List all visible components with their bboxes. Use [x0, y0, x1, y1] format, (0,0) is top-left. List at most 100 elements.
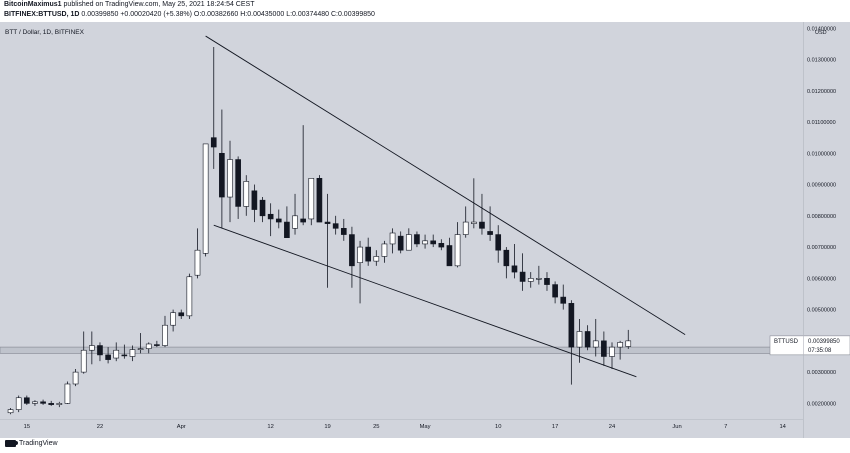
candle [105, 347, 111, 364]
candle [397, 231, 404, 254]
candle [503, 247, 510, 279]
candle [568, 300, 575, 385]
time-tick-label: Apr [177, 424, 186, 430]
open-value: O:0.00382660 [193, 11, 239, 18]
candle [592, 318, 599, 357]
candle [544, 272, 550, 291]
candle [243, 175, 250, 216]
candle [56, 401, 63, 408]
candle-body-down [178, 312, 185, 317]
candle [235, 156, 241, 219]
candle-body-down [584, 331, 591, 348]
candle [219, 109, 225, 229]
chart-footer: TradingView [0, 438, 850, 453]
tradingview-logo[interactable]: TradingView [5, 440, 58, 447]
chart-area[interactable]: 0.01400000 0.01300000 0.01200000 0.01100000… [0, 22, 850, 438]
candle [519, 253, 526, 291]
candle-body-down [552, 284, 558, 298]
candle [170, 309, 176, 332]
candle-body-down [568, 303, 575, 348]
candle [24, 395, 30, 405]
candle-body-down [601, 340, 607, 357]
close-value: C:0.00399850 [330, 11, 375, 18]
candle [357, 240, 363, 304]
candle [430, 234, 437, 248]
candle-body-down [300, 218, 306, 223]
candle-body-up [89, 345, 95, 351]
candle [259, 197, 266, 223]
candle-body-down [105, 354, 111, 360]
candle-body-up [129, 349, 136, 357]
candle-body-up [592, 340, 599, 348]
last-price-symbol: BTTUSD [774, 339, 799, 345]
bar-countdown: 07:35:08 [808, 348, 832, 354]
candle-body-up [194, 249, 201, 276]
candle [332, 215, 339, 235]
time-tick-label: Jun [672, 424, 681, 430]
time-tick-label: 12 [267, 424, 273, 430]
candle-body-down [251, 190, 258, 210]
candle [97, 342, 103, 362]
candle-body-down [284, 221, 290, 238]
candle-body-up [462, 221, 469, 235]
candle-body-up [471, 221, 477, 224]
candle [145, 342, 152, 354]
candle [202, 143, 209, 257]
candle [113, 342, 120, 362]
trendlines-layer [205, 35, 686, 378]
candle [625, 329, 632, 349]
price-axis-background [803, 22, 850, 438]
time-axis-background [0, 419, 803, 438]
candle [308, 177, 315, 226]
last-price-value: 0.00399850 [808, 339, 840, 345]
candle-body-up [145, 343, 152, 349]
time-tick-label: 15 [24, 424, 30, 430]
candle-body-up [308, 177, 315, 220]
candle [365, 237, 371, 266]
candle-body-up [64, 383, 71, 404]
currency-label: USD [815, 30, 827, 36]
candle [495, 225, 502, 263]
candle [576, 318, 583, 363]
candle [32, 400, 38, 406]
price-tick-label: 0.00700000 [807, 245, 836, 251]
price-tick-label: 0.01100000 [807, 120, 836, 126]
candle-body-up [32, 401, 38, 404]
candle [446, 237, 453, 267]
time-tick-label: 24 [609, 424, 616, 430]
candle-body-down [259, 199, 266, 217]
candle [137, 333, 144, 354]
candle-body-down [97, 345, 103, 356]
candle-body-up [454, 234, 461, 267]
candle [121, 344, 128, 359]
publish-info: BitcoinMaximus1 published on TradingView… [4, 1, 254, 8]
candle-body-up [625, 340, 632, 347]
candle [292, 193, 298, 235]
candle [275, 209, 282, 229]
candle [40, 399, 46, 405]
candle [454, 222, 461, 268]
candle [340, 218, 347, 241]
candle-body-up [170, 312, 176, 326]
candle [479, 193, 485, 235]
candle-body-up [113, 349, 120, 359]
candle [462, 206, 469, 238]
chart-header: BitcoinMaximus1 published on TradingView… [0, 0, 850, 22]
candle-body-up [15, 397, 22, 410]
candle [536, 265, 542, 285]
candle-body-up [202, 143, 209, 254]
candlestick-chart[interactable]: 0.01400000 0.01300000 0.01200000 0.01100000… [0, 22, 850, 438]
candle-body-down [397, 235, 404, 251]
price-value: 0.00399850 [81, 11, 119, 18]
support-zone [0, 346, 804, 354]
candle [560, 284, 567, 310]
candle [64, 381, 71, 404]
time-tick-label: May [420, 424, 431, 430]
price-tick-label: 0.00600000 [807, 276, 836, 282]
author-name[interactable]: BitcoinMaximus1 [4, 1, 62, 8]
candle-body-down [503, 249, 510, 267]
candle [89, 331, 95, 365]
time-axis[interactable]: 15 22 Apr 12 19 25 May 10 17 24 Jun 7 14 [24, 424, 787, 430]
candle-body-down [560, 296, 567, 304]
candle [48, 400, 55, 406]
